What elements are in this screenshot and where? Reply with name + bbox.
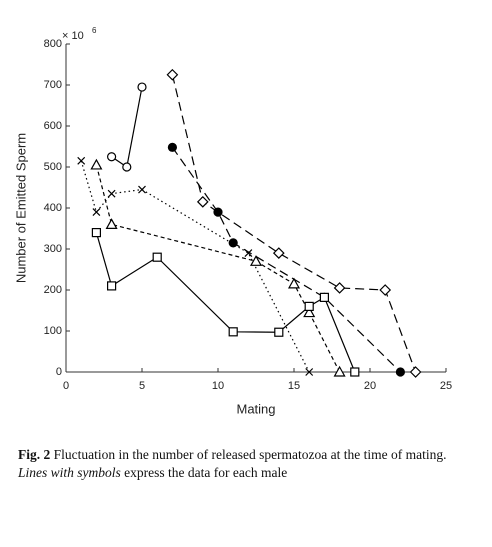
point — [213, 207, 223, 217]
point — [228, 238, 238, 248]
point — [333, 365, 346, 377]
chart: × 10 6 Mating Number of Emitted Sperm 0 1… — [13, 26, 452, 416]
point — [305, 368, 314, 376]
series-line — [95, 232, 356, 373]
series-line — [171, 146, 401, 373]
y-axis-label: Number of Emitted Sperm — [13, 133, 28, 283]
point — [167, 142, 177, 152]
y-tick-label: 300 — [44, 243, 62, 255]
x-tick-label: 0 — [63, 380, 69, 392]
point — [122, 162, 132, 172]
point — [105, 218, 118, 229]
point — [196, 196, 209, 208]
caption-label: Fig. 2 — [18, 447, 51, 462]
point — [379, 284, 392, 296]
point — [138, 185, 146, 194]
point — [395, 367, 405, 377]
series-line — [80, 160, 310, 373]
caption-emphasis: Lines with symbols — [18, 465, 121, 480]
point — [304, 301, 314, 311]
point — [91, 228, 102, 238]
point — [244, 249, 253, 258]
point — [303, 306, 316, 318]
y-tick-label: 100 — [44, 325, 62, 337]
point — [106, 152, 117, 162]
point — [319, 292, 329, 302]
point — [287, 277, 301, 289]
x-tick-label: 20 — [364, 380, 376, 392]
point — [77, 156, 86, 165]
point — [107, 189, 116, 198]
point — [92, 208, 101, 217]
point — [106, 281, 117, 291]
caption-text: Fluctuation in the number of released sp… — [53, 447, 447, 462]
point — [249, 255, 263, 266]
point — [274, 327, 284, 337]
y-tick-label: 0 — [56, 366, 62, 378]
point — [333, 282, 346, 294]
point — [166, 68, 179, 81]
point — [228, 327, 238, 337]
point — [152, 252, 162, 262]
y-tick-label: 500 — [44, 161, 62, 173]
series-line — [171, 74, 417, 373]
caption: Fig. 2 Fluctuation in the number of rele… — [18, 446, 458, 482]
y-multiplier-exp: 6 — [92, 26, 97, 35]
point — [272, 247, 285, 259]
caption-text: express the data for each male — [124, 465, 288, 480]
y-tick-label: 700 — [44, 79, 62, 91]
x-tick-label: 10 — [212, 380, 224, 392]
x-tick-label: 15 — [288, 380, 300, 392]
y-tick-label: 600 — [44, 120, 62, 132]
y-tick-label: 800 — [44, 38, 62, 50]
x-tick-label: 5 — [139, 380, 145, 392]
point — [409, 366, 422, 378]
point — [350, 367, 360, 377]
y-tick-label: 400 — [44, 202, 62, 214]
series-line — [95, 164, 341, 373]
point — [137, 82, 147, 92]
y-tick-label: 200 — [44, 284, 62, 296]
y-multiplier: × 10 — [62, 30, 84, 42]
x-axis-label: Mating — [236, 401, 275, 416]
x-tick-label: 25 — [440, 380, 452, 392]
series-line — [111, 86, 143, 169]
point — [90, 158, 103, 170]
